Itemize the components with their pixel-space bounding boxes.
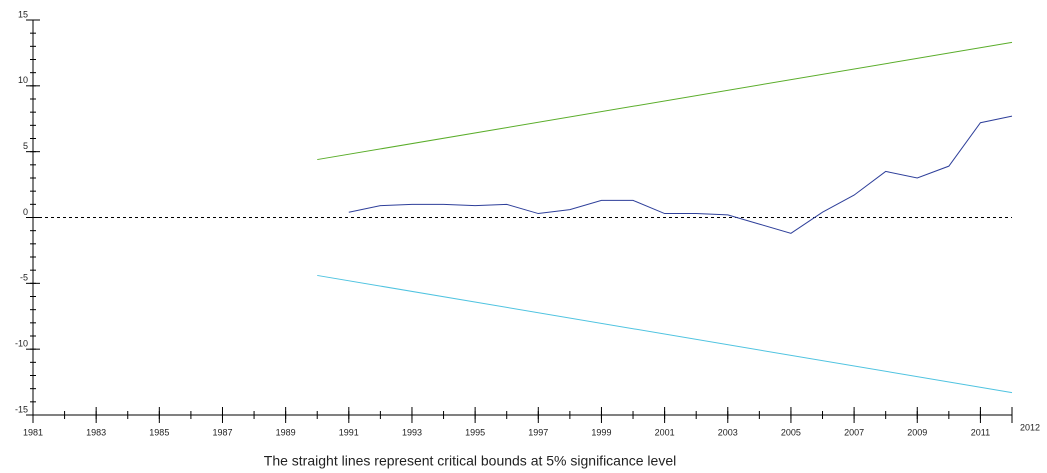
x-tick-label: 2001 — [655, 427, 675, 437]
y-tick-label: -5 — [20, 273, 28, 283]
x-tick-label: 2012 — [1020, 422, 1040, 432]
x-tick-label: 2007 — [844, 427, 864, 437]
y-tick-label: 5 — [23, 141, 28, 151]
x-tick-label: 2009 — [907, 427, 927, 437]
series-line — [348, 115, 1013, 234]
x-tick-label: 1991 — [339, 427, 359, 437]
series-line — [317, 274, 1013, 394]
y-tick-label: 10 — [18, 75, 28, 85]
x-tick-label: 1995 — [465, 427, 485, 437]
x-tick-label: 1983 — [86, 427, 106, 437]
x-tick-label: 1999 — [591, 427, 611, 437]
x-tick-label: 1997 — [528, 427, 548, 437]
y-tick-label: 15 — [18, 9, 28, 19]
x-tick-label: 1981 — [23, 427, 43, 437]
y-tick-label: 0 — [23, 207, 28, 217]
caption: The straight lines represent critical bo… — [264, 453, 676, 469]
x-tick-label: 1993 — [402, 427, 422, 437]
x-tick-label: 2011 — [971, 427, 990, 437]
x-tick-label: 2003 — [718, 427, 738, 437]
y-tick-label: -15 — [15, 404, 28, 414]
y-tick-label: -10 — [15, 339, 28, 349]
x-tick-label: 1987 — [212, 427, 232, 437]
x-tick-label: 1989 — [276, 427, 296, 437]
x-tick-label: 1985 — [149, 427, 169, 437]
series-line — [317, 41, 1013, 161]
x-tick-label: 2005 — [781, 427, 801, 437]
